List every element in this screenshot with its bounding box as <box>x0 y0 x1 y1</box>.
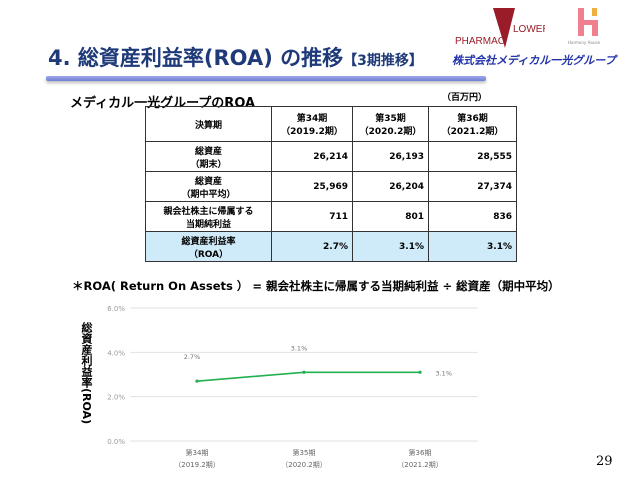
y-tick-label: 2.0% <box>107 394 125 402</box>
data-point <box>302 370 306 374</box>
x-tick-label: （2019.2期） <box>174 461 220 469</box>
x-tick-label: 第35期 <box>293 448 316 457</box>
table-row: 総資産 （期中平均） 25,969 26,204 27,374 <box>145 171 517 202</box>
table-row: 総資産 （期末） 26,214 26,193 28,555 <box>145 141 517 172</box>
title-underline <box>46 76 486 81</box>
data-label: 3.1% <box>291 344 308 352</box>
svg-text:PHARMAC: PHARMAC <box>455 36 505 47</box>
svg-text:Harmony House: Harmony House <box>568 40 601 45</box>
y-tick-label: 0.0% <box>107 438 125 446</box>
table-row: 親会社株主に帰属する 当期純利益 711 801 836 <box>145 201 517 232</box>
x-tick-label: （2020.2期） <box>281 461 327 469</box>
roa-line-chart: 0.0% 2.0% 4.0% 6.0% 2.7% 第34期 （2019.2期） 3.1% 第35… <box>107 305 478 469</box>
data-label: 2.7% <box>184 353 201 361</box>
roa-formula: ＊ROA( Return On Assets ） = 親会社株主に帰属する当期純… <box>72 279 560 293</box>
header-cell: 第35期 （2020.2期） <box>352 106 429 142</box>
svg-text:LOWER: LOWER <box>513 24 545 35</box>
x-tick-label: （2021.2期） <box>397 461 443 469</box>
x-tick-label: 第34期 <box>186 448 209 457</box>
y-axis-label: 総資産利益率(ROA) <box>80 322 93 425</box>
data-label: 3.1% <box>435 369 452 377</box>
roa-table: 決算期 第34期 （2019.2期） 第35期 （2020.2期） 第36期 （… <box>145 106 517 262</box>
harmony-house-logo: Harmony House <box>568 8 601 45</box>
unit-label: （百万円） <box>442 93 488 103</box>
company-logo: 株式会社メディカル一光グループ <box>452 54 616 67</box>
x-tick-label: 第36期 <box>409 448 432 457</box>
y-tick-label: 6.0% <box>107 305 125 313</box>
series-line <box>196 371 420 382</box>
y-tick-label: 4.0% <box>107 349 125 357</box>
header-cell: 決算期 <box>145 106 272 142</box>
page-number: 29 <box>596 454 613 469</box>
page-title: 4. 総資産利益率(ROA) の推移【3期推移】 <box>48 46 423 70</box>
data-point <box>195 379 199 383</box>
header-cell: 第36期 （2021.2期） <box>428 106 517 142</box>
pharmacy-flower-logo: PHARMAC LOWER <box>455 8 545 48</box>
header-cell: 第34期 （2019.2期） <box>271 106 353 142</box>
data-point <box>418 370 422 374</box>
table-row-roa: 総資産利益率 （ROA） 2.7% 3.1% 3.1% <box>145 231 517 262</box>
